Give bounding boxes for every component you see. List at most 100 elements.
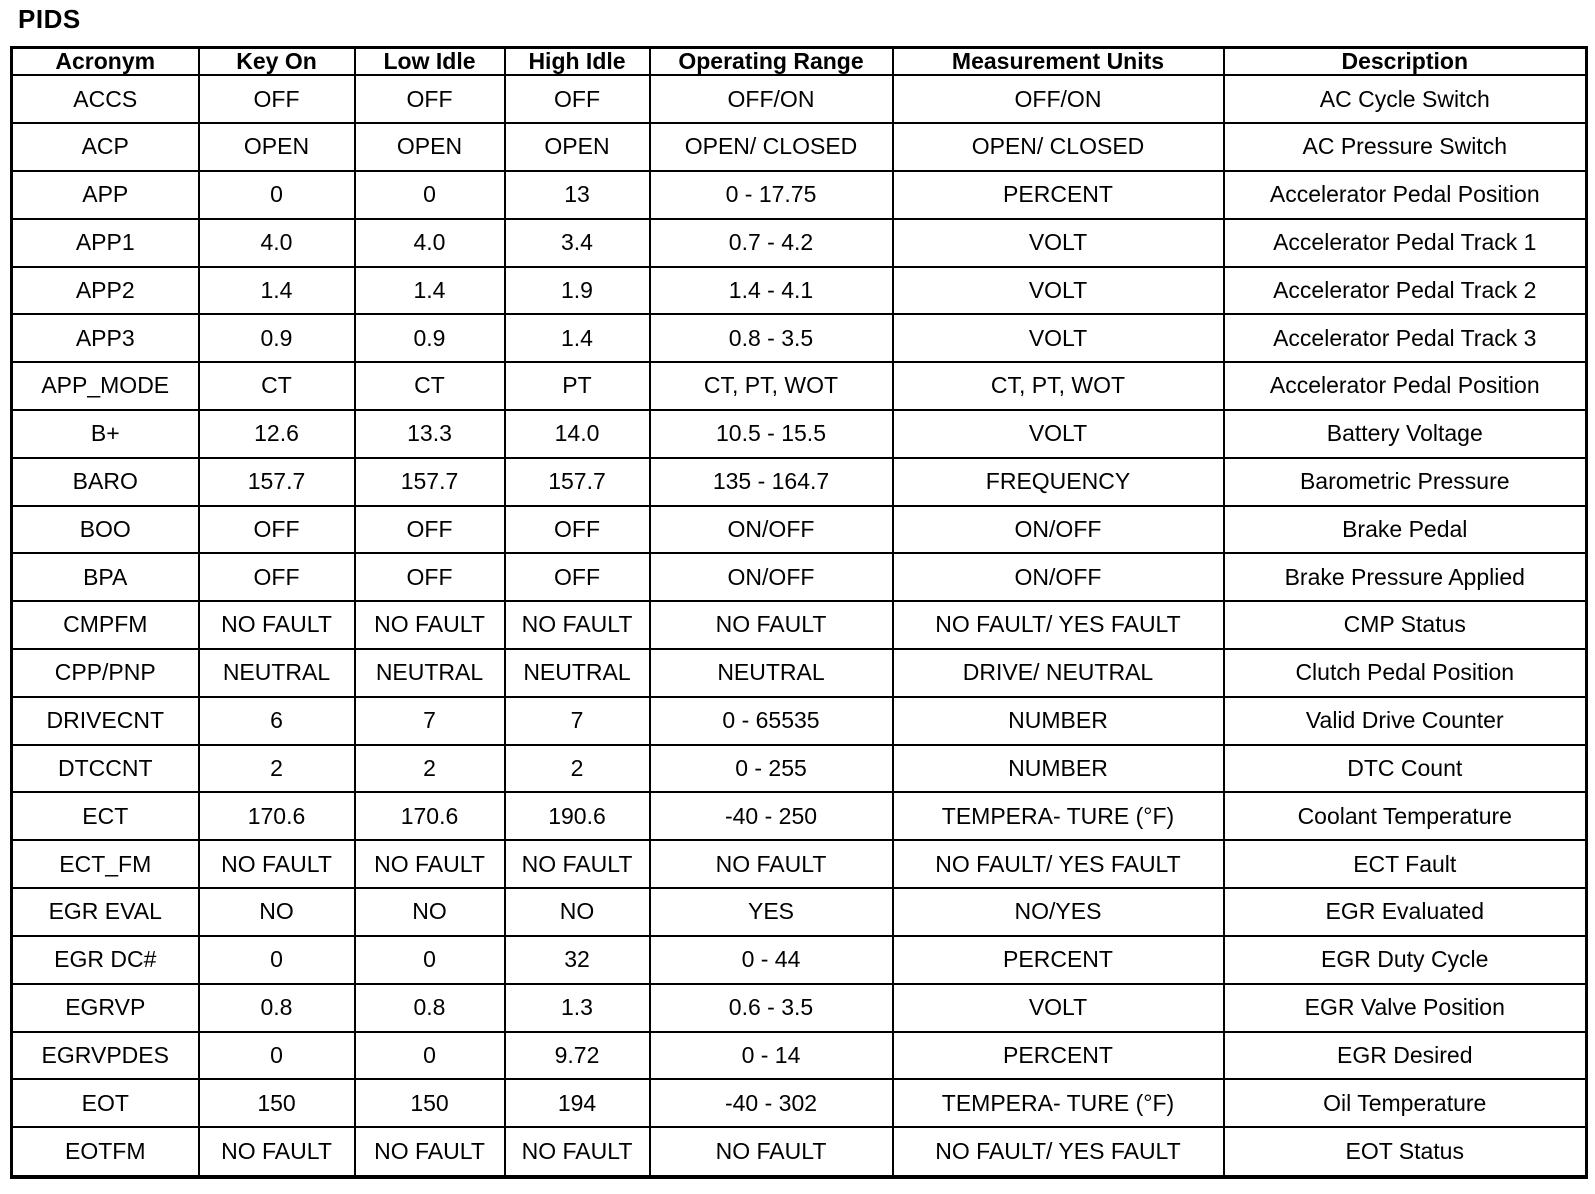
- table-cell: 0.9: [197, 313, 356, 364]
- table-body: ACCS OFF OFF OFF OFF/ON OFF/ON AC Cycle Switch…: [10, 74, 1588, 1178]
- table-cell: 0 - 14: [648, 1030, 894, 1081]
- table-cell: Accelerator Pedal Position: [1222, 361, 1588, 411]
- table-cell: 157.7: [353, 456, 506, 507]
- table-row: ECT_FM NO FAULT NO FAULT NO FAULT NO FAULT NO…: [10, 839, 1588, 890]
- table-cell: NO FAULT: [503, 1126, 651, 1178]
- table-cell: -40 - 250: [648, 791, 894, 842]
- table-cell: 0 - 65535: [648, 695, 894, 746]
- table-cell: VOLT: [891, 408, 1225, 459]
- table-cell: 0 - 17.75: [648, 169, 894, 220]
- table-cell: EGR DC#: [10, 934, 200, 985]
- table-cell: 157.7: [503, 456, 651, 507]
- table-row: CPP/PNP NEUTRAL NEUTRAL NEUTRAL NEUTRAL DRIVE…: [10, 648, 1588, 698]
- table-cell: ON/OFF: [648, 552, 894, 603]
- table-cell: 194: [503, 1078, 651, 1129]
- table-cell: ECT Fault: [1222, 839, 1588, 890]
- table-cell: NEUTRAL: [503, 648, 651, 698]
- table-cell: NO: [197, 887, 356, 937]
- table-cell: 10.5 - 15.5: [648, 408, 894, 459]
- table-cell: VOLT: [891, 217, 1225, 268]
- table-cell: 0: [353, 934, 506, 985]
- table-cell: CPP/PNP: [10, 648, 200, 698]
- table-cell: OFF: [197, 504, 356, 555]
- table-cell: 7: [353, 695, 506, 746]
- table-row: BPA OFF OFF OFF ON/OFF ON/OFF Brake Pressure A…: [10, 552, 1588, 603]
- table-row: EOTFM NO FAULT NO FAULT NO FAULT NO FAULT NO …: [10, 1126, 1588, 1178]
- table-cell: APP: [10, 169, 200, 220]
- column-header: Low Idle: [353, 46, 506, 77]
- table-cell: 1.4: [503, 313, 651, 364]
- table-cell: AC Pressure Switch: [1222, 122, 1588, 172]
- table-cell: NUMBER: [891, 743, 1225, 794]
- table-cell: EOT Status: [1222, 1126, 1588, 1178]
- table-cell: CT, PT, WOT: [891, 361, 1225, 411]
- table-cell: ACP: [10, 122, 200, 172]
- table-cell: 0.7 - 4.2: [648, 217, 894, 268]
- table-cell: OFF: [503, 504, 651, 555]
- table-cell: CT: [197, 361, 356, 411]
- table-cell: NEUTRAL: [353, 648, 506, 698]
- table-row: EGRVPDES 0 0 9.72 0 - 14 PERCENT EGR Desired: [10, 1030, 1588, 1081]
- column-header: High Idle: [503, 46, 651, 77]
- table-cell: NO FAULT/ YES FAULT: [891, 1126, 1225, 1178]
- table-cell: 0.8: [197, 982, 356, 1033]
- table-cell: VOLT: [891, 265, 1225, 316]
- table-cell: OFF: [353, 552, 506, 603]
- table-cell: 0: [197, 1030, 356, 1081]
- table-cell: DRIVECNT: [10, 695, 200, 746]
- table-row: APP_MODE CT CT PT CT, PT, WOT CT, PT, WOT Acce…: [10, 361, 1588, 411]
- table-cell: 13.3: [353, 408, 506, 459]
- pids-table: Acronym Key On Low Idle High Idle Operating …: [10, 46, 1588, 1179]
- table-cell: FREQUENCY: [891, 456, 1225, 507]
- table-cell: BOO: [10, 504, 200, 555]
- table-cell: Coolant Temperature: [1222, 791, 1588, 842]
- table-cell: Accelerator Pedal Position: [1222, 169, 1588, 220]
- table-cell: BARO: [10, 456, 200, 507]
- table-cell: OPEN/ CLOSED: [891, 122, 1225, 172]
- table-cell: NO FAULT: [503, 839, 651, 890]
- table-cell: CMP Status: [1222, 600, 1588, 651]
- table-cell: 1.4: [197, 265, 356, 316]
- table-cell: 0: [353, 169, 506, 220]
- table-cell: 0.6 - 3.5: [648, 982, 894, 1033]
- table-row: APP2 1.4 1.4 1.9 1.4 - 4.1 VOLT Accelerator Pe…: [10, 265, 1588, 316]
- column-header: Acronym: [10, 46, 200, 77]
- table-cell: CT: [353, 361, 506, 411]
- table-cell: 170.6: [197, 791, 356, 842]
- table-cell: APP3: [10, 313, 200, 364]
- table-cell: 1.4 - 4.1: [648, 265, 894, 316]
- table-row: CMPFM NO FAULT NO FAULT NO FAULT NO FAULT NO …: [10, 600, 1588, 651]
- table-cell: -40 - 302: [648, 1078, 894, 1129]
- table-cell: PT: [503, 361, 651, 411]
- table-cell: 170.6: [353, 791, 506, 842]
- table-cell: 32: [503, 934, 651, 985]
- table-cell: OPEN: [353, 122, 506, 172]
- table-cell: EGRVP: [10, 982, 200, 1033]
- table-cell: 0: [197, 934, 356, 985]
- table-cell: EGR Evaluated: [1222, 887, 1588, 937]
- table-cell: NO/YES: [891, 887, 1225, 937]
- table-cell: Brake Pedal: [1222, 504, 1588, 555]
- table-cell: 13: [503, 169, 651, 220]
- column-header: Measurement Units: [891, 46, 1225, 77]
- table-cell: Accelerator Pedal Track 2: [1222, 265, 1588, 316]
- table-cell: 12.6: [197, 408, 356, 459]
- table-row: EOT 150 150 194 -40 - 302 TEMPERA- TURE (°F) O…: [10, 1078, 1588, 1129]
- table-cell: OPEN: [503, 122, 651, 172]
- table-cell: NEUTRAL: [197, 648, 356, 698]
- table-cell: APP1: [10, 217, 200, 268]
- table-cell: EGR Duty Cycle: [1222, 934, 1588, 985]
- table-cell: NO: [503, 887, 651, 937]
- table-cell: VOLT: [891, 982, 1225, 1033]
- table-cell: OFF: [503, 552, 651, 603]
- table-cell: Battery Voltage: [1222, 408, 1588, 459]
- table-cell: 0 - 44: [648, 934, 894, 985]
- table-cell: NO FAULT: [197, 839, 356, 890]
- table-cell: TEMPERA- TURE (°F): [891, 791, 1225, 842]
- table-cell: OFF/ON: [891, 74, 1225, 125]
- table-cell: 9.72: [503, 1030, 651, 1081]
- table-cell: ON/OFF: [891, 552, 1225, 603]
- table-cell: NO: [353, 887, 506, 937]
- table-cell: Clutch Pedal Position: [1222, 648, 1588, 698]
- table-cell: VOLT: [891, 313, 1225, 364]
